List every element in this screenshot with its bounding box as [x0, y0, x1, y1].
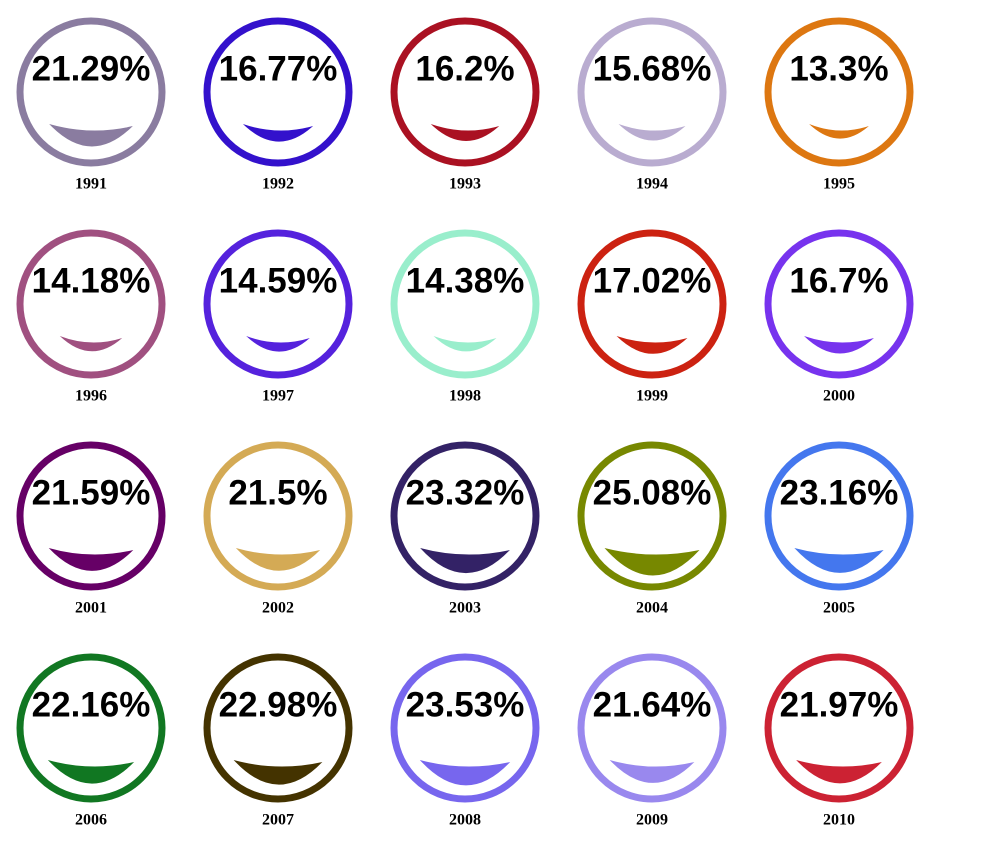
value-label: 21.29%: [32, 49, 151, 88]
face-ring: [390, 653, 540, 803]
smile: [618, 124, 686, 141]
smile: [433, 336, 497, 352]
value-label: 23.53%: [406, 685, 525, 724]
face-ring: [577, 229, 727, 379]
year-label: 1992: [262, 176, 294, 193]
value-label: 16.2%: [415, 49, 514, 88]
year-label: 1996: [75, 388, 107, 405]
year-label: 2008: [449, 812, 481, 829]
face-ring: [764, 229, 914, 379]
face-ring: [203, 17, 353, 167]
face-ring: [390, 17, 540, 167]
value-label: 21.64%: [593, 685, 712, 724]
value-label: 14.18%: [32, 261, 151, 300]
value-label: 21.59%: [32, 473, 151, 512]
smile: [616, 336, 688, 354]
year-label: 1998: [449, 388, 481, 405]
smile: [49, 124, 133, 147]
year-label: 2010: [823, 812, 855, 829]
value-label: 14.59%: [219, 261, 338, 300]
smile: [796, 760, 882, 784]
smile: [235, 548, 321, 571]
year-label: 2009: [636, 812, 668, 829]
value-label: 23.16%: [780, 473, 899, 512]
value-label: 16.77%: [219, 49, 338, 88]
value-label: 25.08%: [593, 473, 712, 512]
smile: [242, 124, 314, 142]
value-label: 16.7%: [789, 261, 888, 300]
smile: [604, 548, 700, 576]
face-ring: [577, 441, 727, 591]
smile: [246, 336, 310, 352]
year-label: 1999: [636, 388, 668, 405]
value-label: 21.97%: [780, 685, 899, 724]
year-label: 2000: [823, 388, 855, 405]
value-label: 13.3%: [789, 49, 888, 88]
year-label: 1993: [449, 176, 481, 193]
value-label: 22.98%: [219, 685, 338, 724]
smile: [609, 760, 695, 783]
face-ring: [16, 441, 166, 591]
smile: [47, 760, 135, 784]
year-label: 2001: [75, 600, 107, 617]
year-label: 2002: [262, 600, 294, 617]
year-label: 1994: [636, 176, 668, 193]
value-label: 15.68%: [593, 49, 712, 88]
face-ring: [390, 441, 540, 591]
value-label: 23.32%: [406, 473, 525, 512]
face-ring: [16, 17, 166, 167]
year-label: 1997: [262, 388, 294, 405]
face-ring: [577, 653, 727, 803]
year-label: 2007: [262, 812, 294, 829]
face-ring: [16, 229, 166, 379]
face-ring: [203, 653, 353, 803]
value-label: 17.02%: [593, 261, 712, 300]
smile: [809, 124, 869, 139]
year-label: 2006: [75, 812, 107, 829]
smile: [419, 760, 511, 786]
face-ring: [577, 17, 727, 167]
year-label: 1995: [823, 176, 855, 193]
value-label: 21.5%: [228, 473, 327, 512]
face-ring: [203, 441, 353, 591]
face-ring: [203, 229, 353, 379]
face-ring: [764, 441, 914, 591]
year-label: 2005: [823, 600, 855, 617]
smile: [430, 124, 500, 142]
smile: [48, 548, 134, 571]
face-ring: [390, 229, 540, 379]
smile: [420, 548, 510, 574]
smile: [59, 336, 123, 352]
value-label: 22.16%: [32, 685, 151, 724]
value-label: 14.38%: [406, 261, 525, 300]
smile: [804, 336, 874, 354]
face-ring: [764, 653, 914, 803]
smile: [794, 548, 884, 573]
year-label: 2003: [449, 600, 481, 617]
year-label: 2004: [636, 600, 668, 617]
face-ring: [16, 653, 166, 803]
smile: [233, 760, 323, 785]
face-ring: [764, 17, 914, 167]
year-label: 1991: [75, 176, 107, 193]
